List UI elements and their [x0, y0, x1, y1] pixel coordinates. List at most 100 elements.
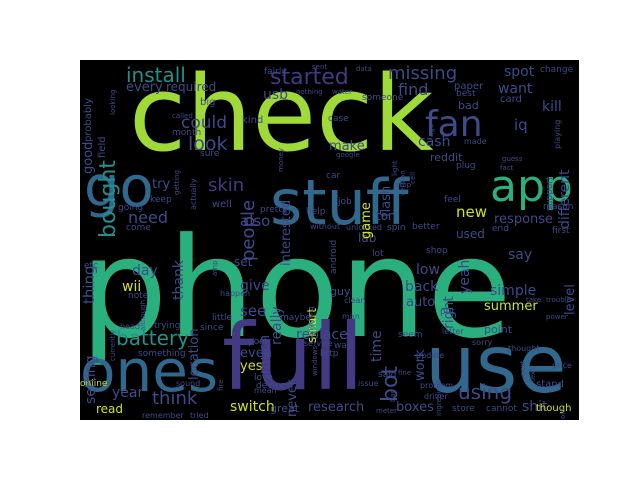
word-head: head: [120, 322, 140, 331]
word-getting: getting: [173, 169, 181, 195]
word-android: android: [329, 239, 339, 274]
word-feel: feel: [444, 195, 461, 205]
word-want: want: [498, 81, 533, 97]
word-fine: fine: [398, 369, 412, 377]
word-back: back: [405, 279, 439, 295]
word-playing: playing: [553, 119, 562, 149]
word-people: people: [238, 199, 259, 261]
word-boxes: boxes: [396, 400, 434, 415]
word-simple: simple: [490, 283, 537, 299]
word-light: light: [391, 160, 399, 176]
word-letter: letter: [442, 327, 464, 336]
word-find: find: [398, 80, 429, 99]
word-http: http: [320, 349, 339, 359]
word-sound: sound: [176, 379, 201, 388]
word-replace: replace: [296, 327, 348, 343]
word-version: version: [399, 170, 407, 196]
word-required: required: [166, 80, 217, 94]
word-also: also: [240, 212, 271, 230]
word-actually: actually: [189, 178, 198, 210]
word-seem: seem: [398, 330, 423, 340]
word-without: without: [310, 222, 341, 231]
word-pretty: pretty: [260, 205, 288, 215]
word-unlocked: unlocked: [346, 223, 383, 232]
word-thank: thank: [171, 260, 187, 300]
word-started: started: [270, 65, 349, 90]
word-best: best: [456, 89, 476, 99]
word-clean: clean: [344, 296, 366, 305]
word-fan: fan: [425, 104, 483, 145]
word-level: level: [563, 284, 578, 315]
word-car: car: [326, 171, 341, 181]
word-sure: sure: [200, 149, 220, 159]
word-never: never: [285, 379, 300, 417]
word-look: look: [188, 133, 228, 155]
word-use: use: [425, 318, 567, 411]
word-note: note: [128, 291, 149, 301]
word-low: low: [416, 262, 440, 278]
word-etc: etc: [84, 261, 99, 271]
word-read: read: [96, 402, 124, 416]
word-work: work: [413, 349, 428, 381]
word-bad: bad: [458, 99, 479, 112]
word-problem: problem: [420, 381, 454, 390]
word-make: make: [329, 139, 365, 154]
word-reddit: reddit: [430, 151, 463, 164]
word-phone: phone: [80, 208, 512, 369]
word-field: field: [97, 136, 108, 158]
word-windows: windows: [311, 345, 319, 376]
word-need: need: [128, 208, 168, 227]
word-yes: yes: [240, 359, 263, 374]
word-going: going: [118, 203, 144, 213]
word-spin: spin: [387, 223, 406, 233]
word-using: using: [458, 380, 513, 404]
word-fairly: fairly: [264, 67, 287, 77]
word-first: first: [552, 226, 570, 236]
word-price: price: [552, 361, 572, 370]
word-stand: stand: [536, 379, 564, 390]
word-remember: remember: [142, 411, 184, 420]
word-see: see: [240, 302, 267, 320]
word-come: come: [126, 223, 151, 233]
word-cannot: cannot: [486, 404, 517, 414]
word-ingredient: ingredient: [435, 380, 443, 416]
word-time: time: [369, 330, 385, 362]
word-go: go: [84, 155, 154, 220]
word-job: job: [338, 197, 352, 207]
word-made: made: [464, 137, 487, 146]
word-shop: shop: [426, 246, 448, 256]
word-bar: bar: [389, 390, 397, 402]
word-cash: cash: [418, 134, 451, 150]
word-someone: someone: [362, 93, 404, 103]
word-paper: paper: [454, 81, 484, 92]
word-iq: iq: [514, 116, 528, 134]
word-case: case: [328, 114, 349, 124]
word-stop: stop: [396, 181, 412, 189]
word-better: better: [412, 222, 440, 232]
word-day: day: [132, 263, 158, 279]
word-data: data: [356, 65, 372, 73]
word-man: man: [342, 312, 360, 321]
word-switch: switch: [230, 399, 275, 415]
word-auto: auto: [406, 295, 436, 310]
word-since: since: [200, 323, 224, 333]
word-app: app: [490, 161, 573, 212]
word-card: card: [500, 94, 522, 105]
word-install: install: [126, 63, 186, 87]
word-cloud-canvas: check phone full use ones stuff go app f…: [80, 60, 579, 420]
word-try: try: [152, 177, 171, 192]
word-stuff: stuff: [270, 166, 409, 239]
word-device: device: [256, 381, 286, 391]
word-ago: ago: [427, 123, 435, 137]
word-way: way: [334, 341, 353, 351]
word-love: love: [254, 373, 273, 383]
word-different: different: [557, 169, 573, 229]
word-kill: kill: [542, 99, 562, 115]
word-kind: kind: [242, 115, 264, 126]
word-meter: meter: [376, 407, 398, 415]
word-support: support: [545, 176, 555, 211]
word-location: location: [187, 328, 202, 380]
word-flash: flash: [379, 185, 394, 217]
word-something: something: [138, 349, 186, 359]
word-new: new: [456, 203, 488, 221]
